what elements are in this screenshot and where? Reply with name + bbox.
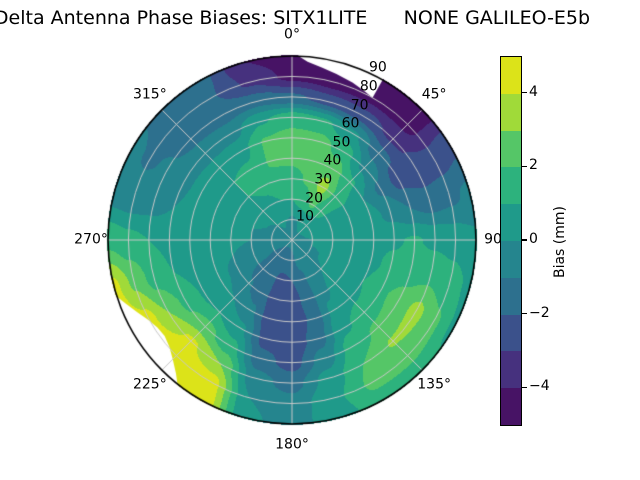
radial-tick-label-20: 20 (305, 190, 324, 207)
colorbar-tick-mark (522, 239, 527, 241)
colorbar-tick-label: −4 (529, 378, 550, 395)
angle-tick-label-225: 225° (132, 376, 167, 393)
polar-contour-canvas (106, 54, 478, 426)
plot-title: Delta Antenna Phase Biases: SITX1LITE NO… (0, 7, 591, 29)
colorbar-band-0 (501, 388, 521, 425)
radial-tick-label-70: 70 (350, 97, 369, 114)
colorbar-band-3 (501, 277, 521, 315)
colorbar-tick-mark (522, 312, 527, 315)
colorbar-tick-mark (522, 92, 527, 94)
angle-tick-label-135: 135° (417, 376, 451, 393)
colorbar-band-7 (501, 130, 521, 168)
colorbar-band-4 (501, 240, 521, 278)
radial-tick-label-10: 10 (296, 208, 315, 225)
colorbar-tick-mark (522, 165, 527, 168)
colorbar-band-6 (501, 167, 521, 205)
radial-tick-label-60: 60 (341, 115, 360, 132)
radial-tick-label-30: 30 (314, 171, 333, 188)
colorbar-axis-label: Bias (mm) (552, 205, 568, 279)
angle-tick-label-270: 270° (74, 231, 108, 248)
angle-tick-label-0: 0° (284, 26, 300, 43)
angle-tick-label-90: 90 (484, 231, 502, 248)
colorbar-tick-mark (522, 386, 527, 388)
angle-tick-label-45: 45° (421, 86, 447, 103)
radial-tick-label-40: 40 (323, 152, 342, 169)
colorbar-tick-label: −2 (529, 304, 550, 321)
colorbar-tick-label: 2 (529, 157, 538, 174)
angle-tick-label-180: 180° (275, 436, 309, 453)
colorbar-band-5 (501, 204, 521, 241)
radial-tick-label-90: 90 (368, 59, 387, 76)
colorbar-band-1 (501, 351, 521, 389)
angle-tick-label-315: 315° (132, 86, 167, 103)
colorbar-band-2 (501, 314, 521, 352)
colorbar-tick-label: 0 (529, 231, 538, 248)
radial-tick-label-50: 50 (332, 134, 351, 151)
colorbar (500, 56, 522, 426)
colorbar-band-9 (501, 57, 521, 94)
radial-tick-label-80: 80 (359, 78, 378, 95)
colorbar-tick-label: 4 (529, 83, 538, 100)
colorbar-band-8 (501, 93, 521, 131)
